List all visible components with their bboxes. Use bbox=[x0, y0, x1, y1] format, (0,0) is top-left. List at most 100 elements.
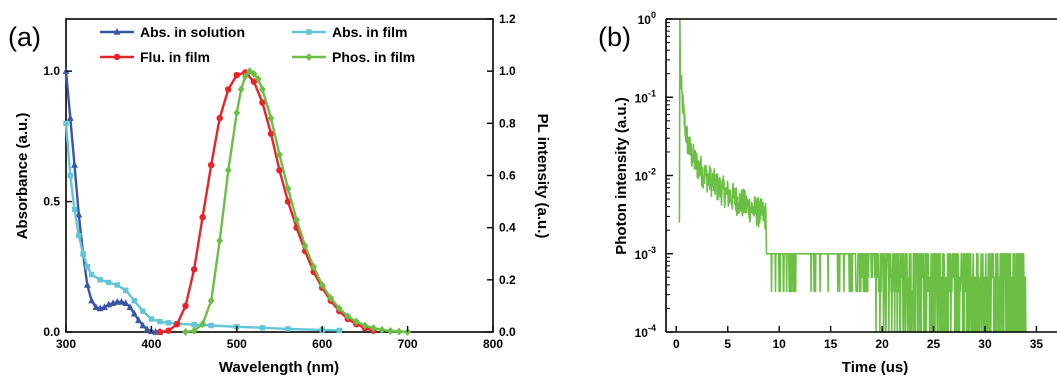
a-x-tick-label: 300 bbox=[56, 337, 76, 351]
a-data-point bbox=[101, 303, 108, 310]
a-data-point bbox=[250, 78, 258, 85]
a-x-tick-label: 700 bbox=[398, 337, 418, 351]
a-data-point bbox=[92, 303, 100, 310]
a-y-tick-label: 0.5 bbox=[43, 195, 60, 209]
a-series-2 bbox=[156, 69, 377, 336]
a-data-point bbox=[285, 326, 291, 332]
a-data-point bbox=[173, 320, 181, 328]
panel-a-plot-frame bbox=[65, 18, 494, 333]
panel-b-series bbox=[678, 18, 1027, 333]
a-y2-tick-label: 1.2 bbox=[499, 12, 516, 26]
a-data-point bbox=[335, 304, 343, 313]
b-y-tick-label: 100 bbox=[638, 10, 656, 27]
a-data-point bbox=[135, 316, 142, 323]
b-x-tick-label: 15 bbox=[824, 337, 838, 351]
legend-entry: Abs. in film bbox=[332, 24, 407, 40]
a-series-line bbox=[64, 123, 340, 332]
a-data-point bbox=[361, 321, 369, 330]
a-data-point bbox=[113, 298, 121, 305]
a-data-point bbox=[118, 298, 125, 305]
a-data-point bbox=[301, 241, 309, 250]
a-series-line bbox=[185, 69, 408, 334]
panel-a-legend: Abs. in solution Abs. in film Flu. in film… bbox=[100, 24, 415, 65]
a-data-point bbox=[130, 309, 138, 317]
b-y-tick-label: 10-1 bbox=[635, 88, 656, 105]
a-data-point bbox=[143, 325, 151, 333]
a-data-point bbox=[165, 320, 172, 326]
a-data-point bbox=[259, 325, 266, 331]
b-x-tick-label: 10 bbox=[773, 337, 787, 351]
a-data-point bbox=[259, 85, 266, 94]
b-x-tick-label: 25 bbox=[927, 337, 941, 351]
a-data-point bbox=[208, 322, 214, 329]
a-data-point bbox=[327, 294, 335, 303]
a-data-point bbox=[75, 210, 83, 218]
a-series-3 bbox=[182, 67, 411, 336]
panel-a-series bbox=[62, 67, 411, 336]
a-data-point bbox=[76, 232, 82, 239]
a-series-line bbox=[64, 71, 160, 334]
a-data-point bbox=[284, 198, 292, 205]
a-x-tick-label: 500 bbox=[227, 337, 247, 351]
legend-swatch-marker bbox=[113, 28, 121, 35]
a-data-point bbox=[254, 74, 262, 83]
a-x-tick-label: 400 bbox=[141, 337, 161, 351]
a-y2-tick-label: 0.0 bbox=[499, 325, 516, 339]
a-data-point bbox=[122, 299, 130, 307]
a-series-0 bbox=[62, 67, 164, 335]
a-data-point bbox=[148, 316, 155, 322]
a-y2-tick-label: 1.0 bbox=[499, 64, 516, 78]
b-x-tick-label: 35 bbox=[1030, 337, 1044, 351]
b-x-tick-label: 5 bbox=[724, 337, 731, 351]
a-x-tick-label: 600 bbox=[312, 337, 332, 351]
a-y2-tick-label: 0.8 bbox=[499, 116, 516, 130]
a-data-point bbox=[140, 308, 146, 314]
legend-entry: Phos. in film bbox=[332, 49, 415, 65]
a-data-point bbox=[123, 287, 129, 293]
panel-a-y2-ticks: 0.0 0.2 0.4 0.6 0.8 1.0 1.2 bbox=[487, 12, 516, 339]
b-y-tick-label: 10-2 bbox=[635, 167, 656, 184]
a-data-point bbox=[318, 281, 326, 290]
a-data-point bbox=[71, 206, 78, 213]
a-data-point bbox=[190, 326, 198, 335]
a-y-tick-label: 0.0 bbox=[43, 325, 60, 339]
a-data-point bbox=[84, 264, 91, 270]
b-x-tick-label: 20 bbox=[875, 337, 889, 351]
a-data-point bbox=[237, 85, 245, 94]
a-data-point bbox=[88, 296, 96, 304]
a-data-point bbox=[156, 328, 164, 336]
a-data-point bbox=[293, 215, 300, 224]
panel-a-y2-axis-label: PL intensity (a.u.) bbox=[534, 114, 551, 239]
a-data-point bbox=[182, 302, 189, 310]
a-data-point bbox=[276, 150, 283, 159]
a-data-point bbox=[207, 296, 215, 305]
a-y2-tick-label: 0.4 bbox=[499, 221, 516, 235]
a-data-point bbox=[157, 318, 163, 325]
panel-a-y-axis-label: Absorbance (a.u.) bbox=[14, 113, 31, 240]
a-data-point bbox=[207, 161, 215, 169]
a-data-point bbox=[71, 161, 78, 168]
a-data-point bbox=[250, 69, 258, 78]
b-y-tick-label: 10-3 bbox=[635, 245, 656, 262]
a-data-point bbox=[191, 321, 197, 328]
a-data-point bbox=[199, 214, 206, 221]
a-data-point bbox=[114, 282, 120, 288]
a-data-point bbox=[225, 86, 232, 93]
a-data-point bbox=[233, 108, 241, 117]
b-x-tick-label: 30 bbox=[978, 337, 992, 351]
a-data-point bbox=[233, 71, 241, 79]
a-data-point bbox=[336, 327, 342, 334]
a-data-point bbox=[182, 328, 189, 336]
legend-swatch-marker bbox=[113, 53, 121, 61]
a-data-point bbox=[370, 324, 377, 333]
a-data-point bbox=[105, 279, 112, 286]
a-data-point bbox=[352, 317, 360, 326]
a-data-point bbox=[267, 114, 275, 123]
a-data-point bbox=[63, 120, 69, 127]
a-data-point bbox=[126, 303, 134, 310]
a-data-point bbox=[131, 297, 138, 304]
b-x-tick-label: 0 bbox=[673, 337, 680, 351]
a-data-point bbox=[216, 236, 224, 245]
panel-b-label: (b) bbox=[598, 22, 631, 52]
